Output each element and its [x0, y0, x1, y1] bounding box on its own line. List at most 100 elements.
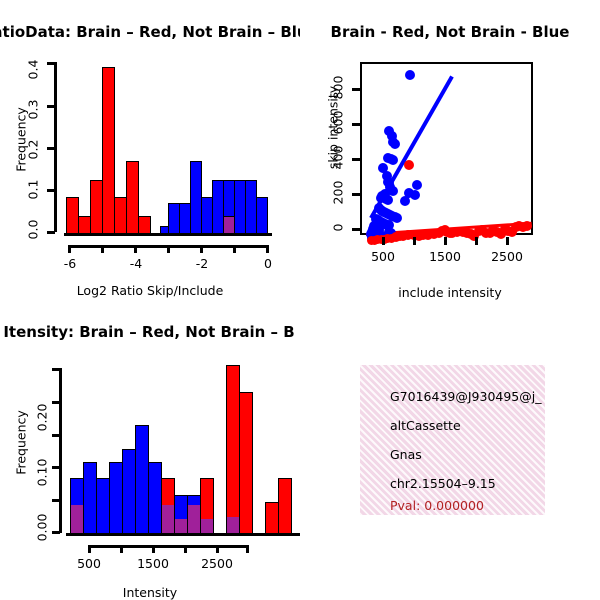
intensity-hist-bar-red-4 [265, 502, 279, 534]
intensity-hist-bar-purple-4 [200, 519, 214, 534]
scatter-point-blue [412, 180, 422, 190]
scatter-xtick-2: 2500 [491, 249, 523, 264]
intensity-hist-ytick-mark-2 [52, 466, 60, 469]
scatter-ytick-mark-1 [352, 193, 360, 196]
intensity-hist-bar-blue-2 [96, 478, 110, 534]
ratio-hist-xtick-mark-5 [233, 245, 236, 253]
scatter-point-blue [400, 196, 410, 206]
info-line-pvalue: Pval: 0.000000 [390, 498, 484, 513]
scatter-point-red [469, 231, 479, 241]
panel-intensity-histogram: ne Itensity: Brain – Red, Not Brain – B … [0, 300, 300, 600]
ratio-hist-xtick-2: -2 [195, 256, 209, 271]
scatter-point-red [423, 230, 433, 240]
scatter-xtick-1: 1500 [429, 249, 461, 264]
scatter-point-blue [405, 70, 415, 80]
intensity-hist-x-axis-baseline [66, 533, 300, 536]
scatter-point-red [496, 229, 506, 239]
ratio-hist-xtick-mark-3 [167, 245, 170, 253]
intensity-hist-xtick-mark-4 [216, 545, 219, 553]
scatter-xtick-mark-4 [506, 237, 509, 245]
ratio-hist-xtick-mark-2 [134, 245, 137, 253]
intensity-hist-bar-purple-3 [187, 505, 201, 534]
intensity-hist-xtick-mark-1 [120, 545, 123, 553]
intensity-hist-xtick-mark-2 [152, 545, 155, 553]
scatter-point-red [452, 227, 462, 237]
intensity-hist-ytick-mark-5 [52, 368, 60, 371]
info-line-event-id: G7016439@J930495@j_ [390, 389, 542, 404]
panel-intensity-histogram-title: ne Itensity: Brain – Red, Not Brain – B [0, 323, 295, 341]
ratio-hist-ytick-mark-2 [47, 147, 55, 150]
intensity-hist-bar-purple-5 [226, 517, 240, 534]
scatter-xtick-mark-3 [475, 237, 478, 245]
scatter-ytick-mark-3 [352, 123, 360, 126]
scatter-point-red [387, 234, 396, 243]
intensity-hist-ytick-1: 0.10 [34, 458, 50, 487]
ratio-hist-ytick-0: 0.0 [25, 219, 41, 240]
panel-ratio-histogram: atioData: Brain – Red, Not Brain – Blu F… [0, 0, 300, 300]
scatter-point-blue [388, 186, 398, 196]
info-line-gene-symbol: Gnas [390, 447, 422, 462]
intensity-hist-y-axis-line [59, 368, 62, 533]
ratio-hist-xtick-1: -4 [129, 256, 143, 271]
intensity-hist-xtick-mark-5 [246, 545, 249, 553]
scatter-point-red [507, 227, 517, 237]
ratio-hist-ytick-mark-4 [47, 62, 55, 65]
info-line-locus: chr2.15504–9.15 [390, 476, 496, 491]
scatter-point-blue [383, 195, 393, 205]
ratio-hist-xtick-0: -6 [63, 256, 77, 271]
intensity-hist-x-axis-label: Intensity [122, 585, 178, 600]
scatter-xtick-mark-2 [444, 237, 447, 245]
intensity-hist-bar-blue-5 [135, 425, 149, 534]
scatter-plot-frame [360, 62, 533, 245]
ratio-hist-x-axis-baseline [64, 233, 272, 236]
scatter-ytick-3: 600 [330, 110, 346, 135]
intensity-hist-bar-blue-1 [83, 462, 97, 534]
ratio-hist-bar-purple-0 [223, 216, 235, 234]
scatter-point-blue [384, 220, 394, 230]
intensity-hist-bar-red-2 [226, 365, 240, 534]
scatter-ytick-mark-4 [352, 88, 360, 91]
ratio-hist-bar-red-6 [138, 216, 151, 234]
panel-info: G7016439@J930495@j_ altCassette Gnas chr… [300, 300, 600, 600]
intensity-hist-xtick-mark-3 [184, 545, 187, 553]
scatter-point-blue [390, 139, 400, 149]
scatter-ytick-0: 0 [330, 223, 346, 232]
intensity-hist-bar-red-5 [278, 478, 292, 534]
intensity-hist-bar-blue-3 [109, 462, 123, 534]
ratio-hist-ytick-2: 0.2 [25, 139, 41, 160]
scatter-ytick-4: 800 [330, 75, 346, 100]
scatter-ytick-mark-2 [352, 158, 360, 161]
intensity-hist-xtick-2: 2500 [201, 556, 233, 571]
ratio-hist-ytick-mark-3 [47, 105, 55, 108]
intensity-hist-bar-purple-1 [161, 505, 175, 534]
intensity-hist-bar-purple-0 [70, 505, 84, 534]
scatter-ytick-2: 400 [330, 145, 346, 170]
intensity-hist-bar-red-3 [239, 392, 253, 534]
scatter-point-red [403, 230, 413, 240]
ratio-hist-ytick-mark-0 [47, 231, 55, 234]
intensity-hist-y-axis-label: Frequency [13, 410, 29, 475]
ratio-hist-ytick-mark-1 [47, 189, 55, 192]
ratio-hist-ytick-3: 0.3 [25, 99, 41, 120]
ratio-hist-x-axis-label: Log2 Ratio Skip/Include [76, 283, 224, 298]
intensity-hist-bar-blue-4 [122, 449, 136, 534]
ratio-hist-xtick-mark-4 [200, 245, 203, 253]
scatter-point-red [522, 221, 532, 231]
intensity-hist-ytick-2: 0.20 [34, 403, 50, 432]
ratio-hist-y-axis-line [54, 62, 57, 232]
scatter-x-axis-label: include intensity [398, 285, 502, 300]
intensity-hist-xtick-1: 1500 [137, 556, 169, 571]
intensity-hist-bar-blue-6 [148, 462, 162, 534]
ratio-hist-bar-blue-12 [256, 197, 268, 234]
scatter-point-blue [410, 190, 420, 200]
scatter-point-blue [404, 188, 414, 198]
panel-scatter: Brain - Red, Not Brain - Blue skip inten… [300, 0, 600, 300]
ratio-hist-xtick-mark-6 [266, 245, 269, 253]
scatter-point-red [404, 160, 414, 170]
scatter-point-blue [382, 171, 392, 181]
panel-scatter-title: Brain - Red, Not Brain - Blue [330, 23, 570, 41]
ratio-hist-xtick-mark-1 [101, 245, 104, 253]
info-box: G7016439@J930495@j_ altCassette Gnas chr… [360, 365, 545, 515]
intensity-hist-ytick-mark-1 [52, 499, 60, 502]
